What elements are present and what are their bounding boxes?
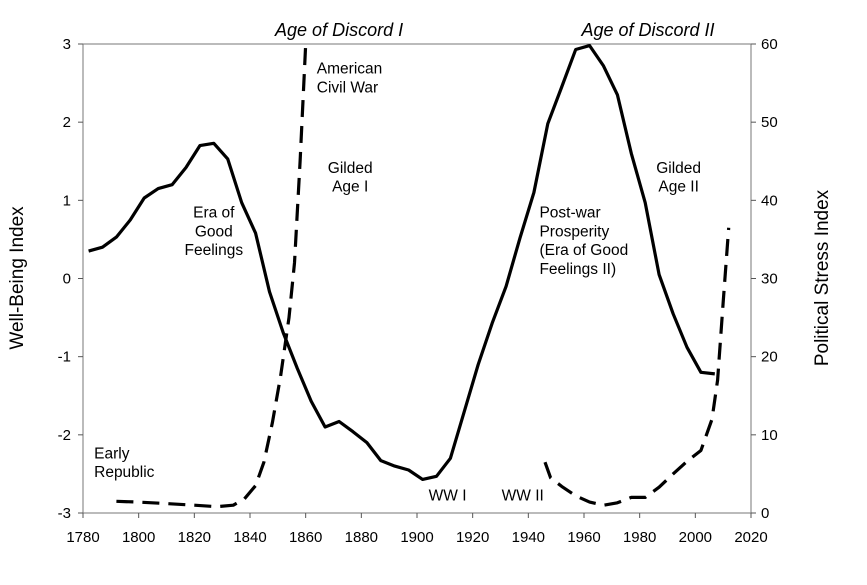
plot-frame <box>82 43 752 514</box>
annotation-label: American <box>317 61 382 78</box>
x-tick-label: 2000 <box>679 529 712 546</box>
left-tick-label: -1 <box>58 349 71 366</box>
right-tick-label: 0 <box>761 505 769 522</box>
x-tick-label: 1780 <box>66 529 99 546</box>
x-tick-label: 1820 <box>178 529 211 546</box>
annotation-label: Feelings <box>185 242 244 259</box>
x-tick-label: 1940 <box>512 529 545 546</box>
x-tick-label: 1900 <box>400 529 433 546</box>
x-tick-label: 1840 <box>233 529 266 546</box>
x-tick-label: 1880 <box>345 529 378 546</box>
annotation-label: WW I <box>429 487 467 504</box>
annotation-label: Age II <box>658 179 699 196</box>
left-tick-label: -2 <box>58 427 71 444</box>
left-tick-label: 1 <box>63 192 71 209</box>
left-tick-label: 0 <box>63 271 71 288</box>
y-axis-title-left: Well-Being Index <box>7 206 28 350</box>
right-tick-label: 50 <box>761 114 778 131</box>
political-stress-line-2 <box>543 227 731 507</box>
x-tick-label: 1960 <box>567 529 600 546</box>
x-tick-label: 1920 <box>456 529 489 546</box>
right-axis-ticks: 0 10 20 30 40 50 60 <box>751 36 778 522</box>
annotation-label: WW II <box>502 487 544 504</box>
era-label: Age of Discord I <box>274 20 403 40</box>
annotation-label: Feelings II) <box>539 261 616 278</box>
annotation-label: Good <box>195 223 233 240</box>
annotation-label: Prosperity <box>539 223 609 240</box>
x-tick-label: 1800 <box>122 529 155 546</box>
annotation-label: Gilded <box>328 160 373 177</box>
annotation-label: Early <box>94 445 130 462</box>
right-tick-label: 20 <box>761 349 778 366</box>
x-tick-label: 1980 <box>623 529 656 546</box>
right-tick-label: 10 <box>761 427 778 444</box>
left-tick-label: 3 <box>63 36 71 53</box>
annotation-label: Gilded <box>656 160 701 177</box>
x-tick-label: 2020 <box>734 529 767 546</box>
era-label: Age of Discord II <box>580 20 714 40</box>
series-layer <box>88 43 731 509</box>
x-axis-ticks: 1780 1800 1820 1840 1860 1880 1900 1920 1940 1960… <box>66 513 768 546</box>
annotation-layer: Age of Discord I Age of Discord II America… <box>94 20 714 504</box>
right-tick-label: 60 <box>761 36 778 53</box>
annotation-label: Post-war <box>539 205 600 222</box>
annotation-label: Age I <box>332 179 368 196</box>
annotation-label: (Era of Good <box>539 242 628 259</box>
left-axis-ticks: -3 -2 -1 0 1 2 3 <box>58 36 83 522</box>
right-tick-label: 40 <box>761 192 778 209</box>
left-tick-label: -3 <box>58 505 71 522</box>
well-being-line-0 <box>88 44 715 481</box>
x-tick-label: 1860 <box>289 529 322 546</box>
annotation-label: Civil War <box>317 79 378 96</box>
right-tick-label: 30 <box>761 271 778 288</box>
political-stress-line-1 <box>116 43 308 509</box>
left-tick-label: 2 <box>63 114 71 131</box>
y-axis-title-right: Political Stress Index <box>812 189 833 366</box>
annotation-label: Era of <box>193 205 235 222</box>
annotation-label: Republic <box>94 464 155 481</box>
